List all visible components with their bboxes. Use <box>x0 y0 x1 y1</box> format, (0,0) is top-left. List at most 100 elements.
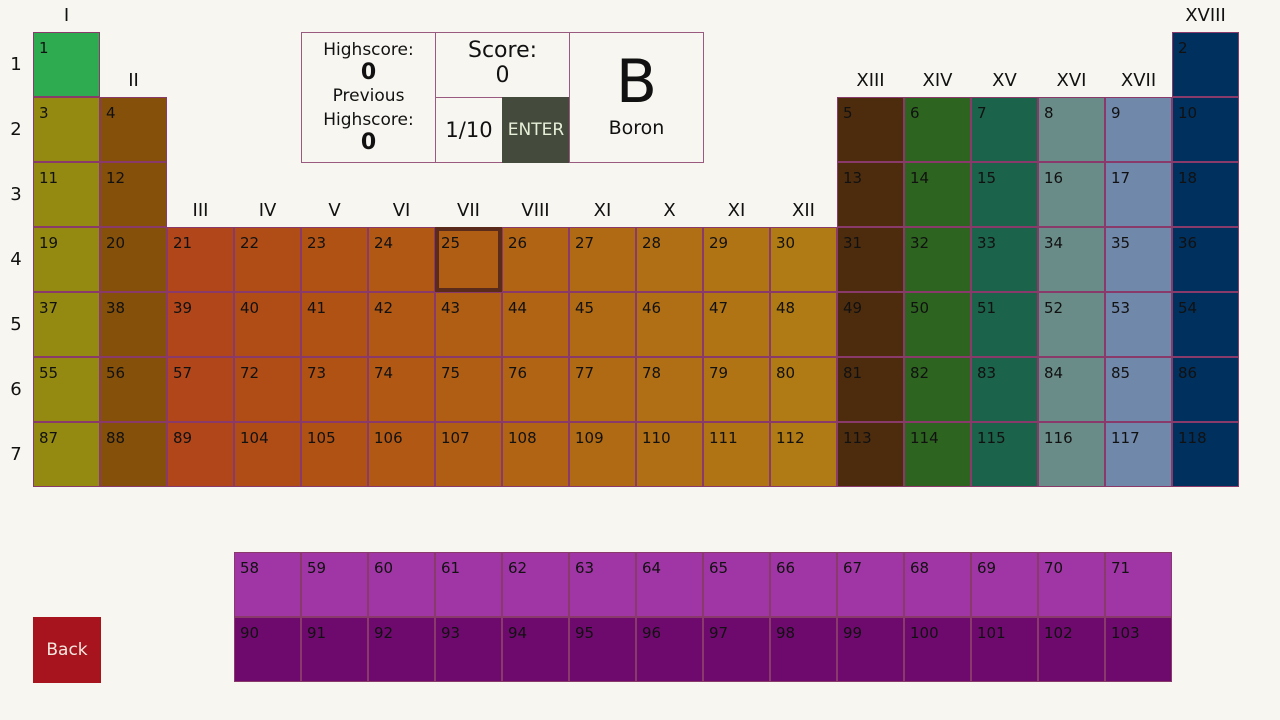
element-cell[interactable]: 87 <box>33 422 100 487</box>
element-cell[interactable]: 17 <box>1105 162 1172 227</box>
element-cell[interactable]: 83 <box>971 357 1038 422</box>
element-cell[interactable]: 5 <box>837 97 904 162</box>
element-cell[interactable]: 13 <box>837 162 904 227</box>
element-cell[interactable]: 48 <box>770 292 837 357</box>
element-cell[interactable]: 67 <box>837 552 904 617</box>
element-cell[interactable]: 69 <box>971 552 1038 617</box>
element-cell[interactable]: 38 <box>100 292 167 357</box>
element-cell[interactable]: 111 <box>703 422 770 487</box>
element-cell[interactable]: 37 <box>33 292 100 357</box>
element-cell[interactable]: 63 <box>569 552 636 617</box>
element-cell[interactable]: 59 <box>301 552 368 617</box>
element-cell[interactable]: 64 <box>636 552 703 617</box>
element-cell[interactable]: 47 <box>703 292 770 357</box>
element-cell[interactable]: 103 <box>1105 617 1172 682</box>
element-cell[interactable]: 3 <box>33 97 100 162</box>
element-cell[interactable]: 94 <box>502 617 569 682</box>
element-cell[interactable]: 28 <box>636 227 703 292</box>
element-cell[interactable]: 89 <box>167 422 234 487</box>
element-cell[interactable]: 76 <box>502 357 569 422</box>
element-cell[interactable]: 75 <box>435 357 502 422</box>
element-cell[interactable]: 84 <box>1038 357 1105 422</box>
element-cell[interactable]: 9 <box>1105 97 1172 162</box>
element-cell[interactable]: 101 <box>971 617 1038 682</box>
element-cell[interactable]: 99 <box>837 617 904 682</box>
element-cell[interactable]: 58 <box>234 552 301 617</box>
element-cell[interactable]: 112 <box>770 422 837 487</box>
element-cell[interactable]: 79 <box>703 357 770 422</box>
element-cell[interactable]: 92 <box>368 617 435 682</box>
element-cell[interactable]: 36 <box>1172 227 1239 292</box>
element-cell[interactable]: 52 <box>1038 292 1105 357</box>
element-cell[interactable]: 104 <box>234 422 301 487</box>
element-cell[interactable]: 98 <box>770 617 837 682</box>
element-cell[interactable]: 31 <box>837 227 904 292</box>
element-cell[interactable]: 21 <box>167 227 234 292</box>
element-cell[interactable]: 16 <box>1038 162 1105 227</box>
element-cell[interactable]: 97 <box>703 617 770 682</box>
element-cell[interactable]: 77 <box>569 357 636 422</box>
element-cell[interactable]: 29 <box>703 227 770 292</box>
element-cell[interactable]: 43 <box>435 292 502 357</box>
element-cell[interactable]: 6 <box>904 97 971 162</box>
element-cell[interactable]: 49 <box>837 292 904 357</box>
element-cell[interactable]: 82 <box>904 357 971 422</box>
element-cell[interactable]: 14 <box>904 162 971 227</box>
element-cell[interactable]: 32 <box>904 227 971 292</box>
element-cell[interactable]: 93 <box>435 617 502 682</box>
element-cell[interactable]: 86 <box>1172 357 1239 422</box>
back-button[interactable]: Back <box>33 617 101 683</box>
element-cell[interactable]: 90 <box>234 617 301 682</box>
element-cell[interactable]: 23 <box>301 227 368 292</box>
element-cell[interactable]: 62 <box>502 552 569 617</box>
element-cell[interactable]: 80 <box>770 357 837 422</box>
element-cell[interactable]: 34 <box>1038 227 1105 292</box>
element-cell[interactable]: 12 <box>100 162 167 227</box>
element-cell[interactable]: 65 <box>703 552 770 617</box>
element-cell[interactable]: 110 <box>636 422 703 487</box>
element-cell[interactable]: 100 <box>904 617 971 682</box>
element-cell[interactable]: 107 <box>435 422 502 487</box>
element-cell[interactable]: 2 <box>1172 32 1239 97</box>
element-cell[interactable]: 53 <box>1105 292 1172 357</box>
element-cell[interactable]: 26 <box>502 227 569 292</box>
element-cell[interactable]: 7 <box>971 97 1038 162</box>
element-cell[interactable]: 1 <box>33 32 100 97</box>
element-cell[interactable]: 24 <box>368 227 435 292</box>
element-cell[interactable]: 108 <box>502 422 569 487</box>
element-cell[interactable]: 116 <box>1038 422 1105 487</box>
element-cell[interactable]: 60 <box>368 552 435 617</box>
element-cell[interactable]: 27 <box>569 227 636 292</box>
element-cell[interactable]: 4 <box>100 97 167 162</box>
element-cell[interactable]: 42 <box>368 292 435 357</box>
element-cell[interactable]: 102 <box>1038 617 1105 682</box>
element-cell[interactable]: 71 <box>1105 552 1172 617</box>
element-cell[interactable]: 46 <box>636 292 703 357</box>
element-cell[interactable]: 44 <box>502 292 569 357</box>
element-cell[interactable]: 51 <box>971 292 1038 357</box>
element-cell[interactable]: 40 <box>234 292 301 357</box>
element-cell[interactable]: 41 <box>301 292 368 357</box>
element-cell[interactable]: 117 <box>1105 422 1172 487</box>
element-cell[interactable]: 118 <box>1172 422 1239 487</box>
element-cell[interactable]: 22 <box>234 227 301 292</box>
element-cell[interactable]: 96 <box>636 617 703 682</box>
element-cell[interactable]: 11 <box>33 162 100 227</box>
element-cell[interactable]: 78 <box>636 357 703 422</box>
element-cell[interactable]: 66 <box>770 552 837 617</box>
element-cell[interactable]: 81 <box>837 357 904 422</box>
enter-button[interactable]: ENTER <box>502 97 570 163</box>
element-cell[interactable]: 56 <box>100 357 167 422</box>
element-cell[interactable]: 61 <box>435 552 502 617</box>
element-cell[interactable]: 74 <box>368 357 435 422</box>
element-cell[interactable]: 20 <box>100 227 167 292</box>
element-cell[interactable]: 91 <box>301 617 368 682</box>
element-cell[interactable]: 68 <box>904 552 971 617</box>
element-cell[interactable]: 115 <box>971 422 1038 487</box>
element-cell[interactable]: 55 <box>33 357 100 422</box>
element-cell[interactable]: 114 <box>904 422 971 487</box>
element-cell[interactable]: 25 <box>435 227 502 292</box>
element-cell[interactable]: 15 <box>971 162 1038 227</box>
element-cell[interactable]: 8 <box>1038 97 1105 162</box>
element-cell[interactable]: 19 <box>33 227 100 292</box>
